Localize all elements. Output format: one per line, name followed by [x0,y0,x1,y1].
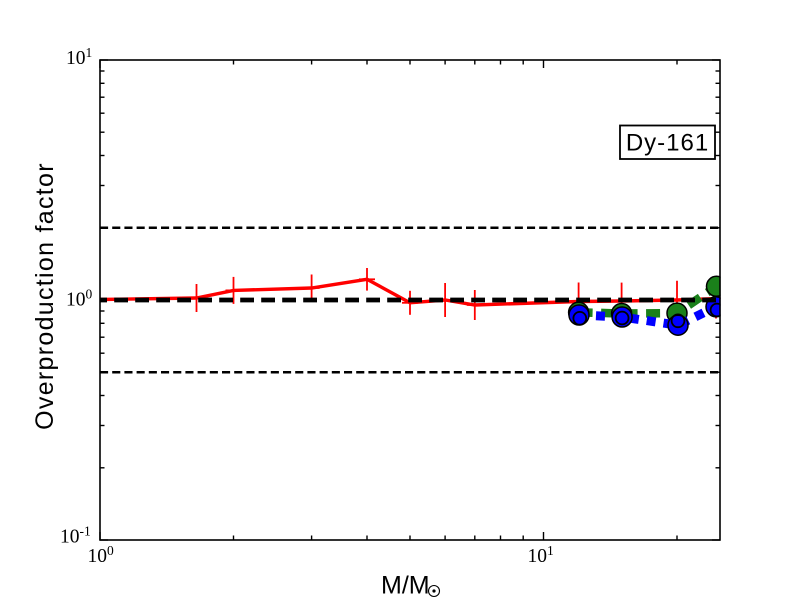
svg-text:Dy-161: Dy-161 [626,130,709,157]
svg-text:Overproduction factor: Overproduction factor [31,162,59,430]
svg-text:10-1: 10-1 [60,524,91,548]
svg-text:101: 101 [528,543,554,567]
svg-text:101: 101 [66,45,92,69]
svg-text:100: 100 [66,287,93,311]
svg-text:100: 100 [88,543,115,567]
svg-text:M/M: M/M [381,572,430,600]
